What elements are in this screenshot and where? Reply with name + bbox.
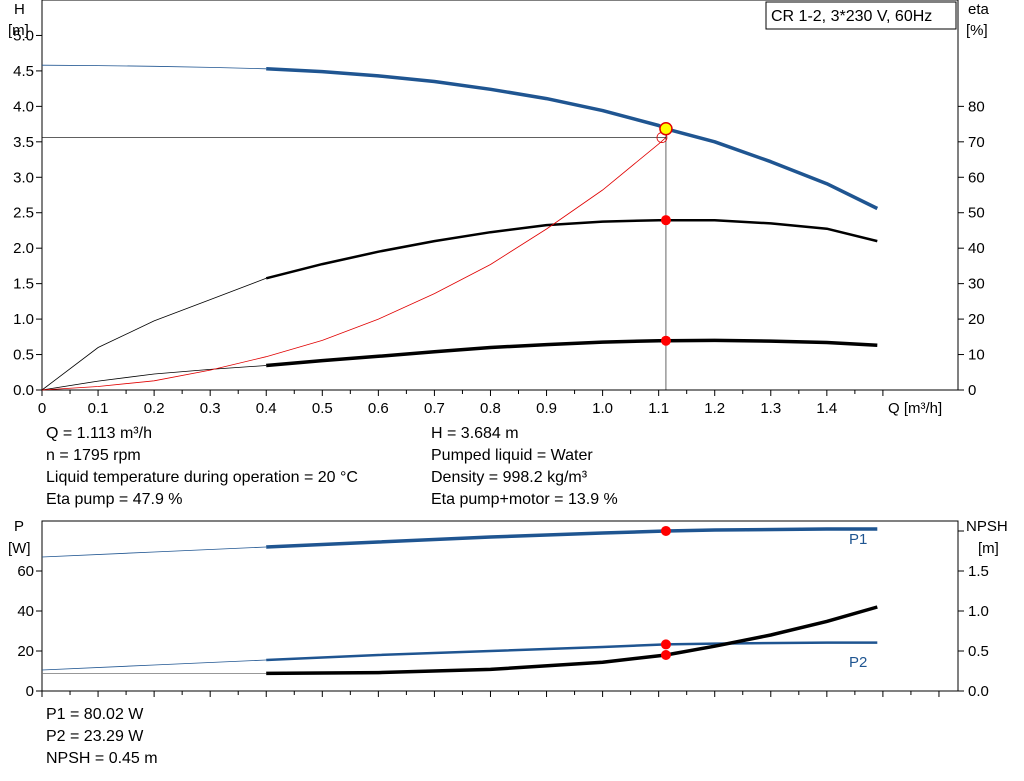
y-left-tick-label: 4.0 [13,98,34,115]
info-p1: P1 = 80.02 W [46,706,144,723]
curve-P2-thin [41,659,267,671]
x-tick-label: 0.7 [424,400,445,417]
y-right-label-eta: eta [968,1,990,18]
bottom-y-left-tick-label: 20 [17,643,34,660]
operating-point-marker [659,122,673,136]
y-left-label-h: H [14,1,25,18]
curve-eta_pump-thin [41,277,267,391]
y-left-tick-label: 4.5 [13,63,34,80]
x-tick-label: 0.1 [88,400,109,417]
y-right-tick-label: 40 [968,240,985,257]
x-tick-label: 1.4 [816,400,837,417]
x-tick-label: 1.2 [704,400,725,417]
bottom-y-right-tick-label: 0.5 [968,643,989,660]
y-right-tick-label: 0 [968,382,976,399]
y-left-tick-label: 2.0 [13,240,34,257]
x-tick-label: 1.1 [648,400,669,417]
y-left-label-unit: [m] [8,22,29,39]
curve-eta_pump [265,218,878,280]
x-tick-label: 0 [38,400,46,417]
x-tick-label: 0.3 [200,400,221,417]
info-n: n = 1795 rpm [46,447,141,464]
y-right-tick-label: 70 [968,134,985,151]
info-p2: P2 = 23.29 W [46,728,144,745]
y-right-tick-label: 10 [968,347,985,364]
bottom-y-left-tick-label: 0 [26,683,34,700]
info-bottom: P1 = 80.02 W P2 = 23.29 W NPSH = 0.45 m [46,704,158,770]
x-tick-label: 0.6 [368,400,389,417]
info-eta-pump: Eta pump = 47.9 % [46,491,183,508]
curve-NPSH [266,605,878,676]
info-top-right: H = 3.684 m Pumped liquid = Water Densit… [431,423,618,511]
info-h: H = 3.684 m [431,425,519,442]
x-tick-label: 0.9 [536,400,557,417]
legend-box-label: CR 1-2, 3*230 V, 60Hz [771,8,932,25]
series-label-p1: P1 [849,531,867,548]
y-right-tick-label: 30 [968,276,985,293]
x-tick-label: 1.3 [760,400,781,417]
info-npsh: NPSH = 0.45 m [46,750,158,767]
x-tick-label: 0.8 [480,400,501,417]
x-tick-label: 0.5 [312,400,333,417]
y-left-tick-label: 0.5 [13,347,34,364]
x-tick-label: 1.0 [592,400,613,417]
y-left-tick-label: 1.0 [13,311,34,328]
info-liquid-temp: Liquid temperature during operation = 20… [46,469,358,486]
info-top-left: Q = 1.113 m³/h n = 1795 rpm Liquid tempe… [46,423,358,511]
curve-P1 [266,527,878,549]
p2-marker [660,639,671,650]
p1-marker [660,525,671,536]
y-left-tick-label: 3.0 [13,169,34,186]
info-q: Q = 1.113 m³/h [46,425,152,442]
y-right-tick-label: 50 [968,205,985,222]
eta-pump-marker [660,215,671,226]
eta-total-marker [660,335,671,346]
bottom-plot-frame [41,520,959,692]
y-right-label-npsh: NPSH [966,518,1008,535]
info-eta-pump-motor: Eta pump+motor = 13.9 % [431,491,618,508]
info-density: Density = 998.2 kg/m³ [431,469,588,486]
y-right-tick-label: 20 [968,311,985,328]
curve-eta_total-thin [41,365,267,391]
y-right-label-m: [m] [978,540,999,557]
x-axis-label: Q [m³/h] [888,400,942,417]
npsh-marker [660,650,671,660]
series-label-p2: P2 [849,654,867,671]
info-pumped-liquid: Pumped liquid = Water [431,447,593,464]
top-plot-frame [41,0,959,391]
y-left-tick-label: 0.0 [13,382,34,399]
curve-eta_total [266,338,878,368]
bottom-y-right-tick-label: 0.0 [968,683,989,700]
curve-P2 [266,641,878,662]
y-right-label-unit: [%] [966,22,988,39]
bottom-y-right-tick-label: 1.5 [968,563,989,580]
bottom-y-left-tick-label: 40 [17,603,34,620]
legend-box [765,1,957,30]
y-left-label-w: [W] [8,540,31,557]
y-left-label-p: P [14,518,24,535]
y-left-tick-label: 5.0 [13,27,34,44]
y-right-tick-label: 60 [968,169,985,186]
curve-eta-red [41,137,667,391]
y-left-tick-label: 2.5 [13,205,34,222]
bottom-y-right-tick-label: 1.0 [968,603,989,620]
curve-H-thin [41,64,267,70]
x-tick-label: 0.2 [144,400,165,417]
x-tick-label: 0.4 [256,400,277,417]
curve-P1-thin [41,546,267,558]
curve-H [266,67,879,211]
bottom-y-left-tick-label: 60 [17,563,34,580]
y-right-tick-label: 80 [968,98,985,115]
y-left-tick-label: 3.5 [13,134,34,151]
y-left-tick-label: 1.5 [13,276,34,293]
